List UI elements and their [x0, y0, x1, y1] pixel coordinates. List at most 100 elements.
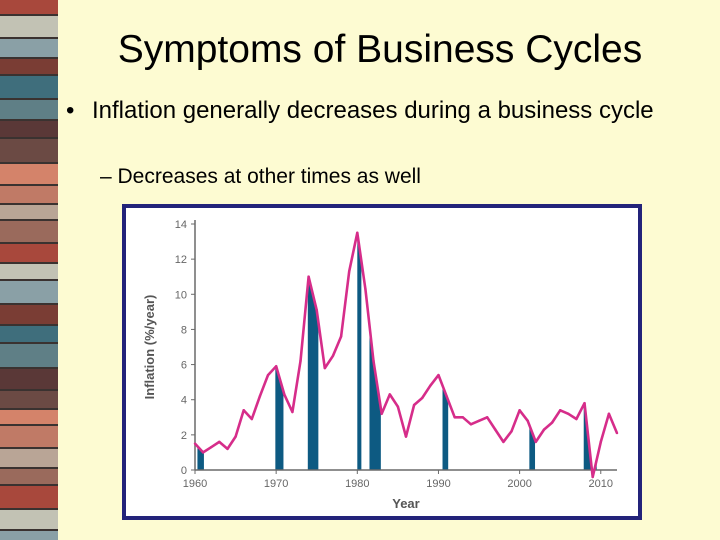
- y-tick-label: 14: [175, 219, 187, 231]
- brick: [0, 510, 58, 531]
- data-point: [234, 435, 237, 438]
- data-point: [615, 431, 619, 435]
- brick: [0, 16, 58, 39]
- data-point: [291, 410, 294, 414]
- data-point: [258, 395, 262, 398]
- data-point: [437, 373, 440, 377]
- brick: [0, 326, 58, 344]
- recession-area-3: [357, 232, 362, 470]
- data-point: [193, 442, 197, 445]
- brick: [0, 281, 58, 305]
- brick: [0, 205, 58, 221]
- brick: [0, 469, 58, 486]
- data-point: [356, 231, 359, 234]
- data-point: [396, 405, 400, 408]
- brick: [0, 369, 58, 391]
- bullet-text-1: Inflation generally decreases during a b…: [92, 97, 654, 124]
- data-point: [591, 475, 594, 479]
- data-point: [429, 384, 432, 387]
- data-point: [226, 447, 229, 451]
- data-point: [542, 428, 546, 431]
- data-point: [299, 359, 302, 363]
- data-point: [510, 430, 513, 433]
- data-point: [250, 417, 254, 421]
- data-point: [347, 270, 351, 273]
- data-point: [518, 409, 521, 412]
- brick: [0, 410, 58, 426]
- data-point: [283, 393, 286, 396]
- brick: [0, 164, 58, 186]
- data-point: [421, 396, 424, 400]
- data-point: [575, 417, 578, 421]
- y-tick-label: 8: [181, 324, 187, 336]
- brick: [0, 391, 58, 410]
- data-point: [607, 412, 611, 415]
- brick: [0, 0, 58, 16]
- brick: [0, 344, 58, 369]
- y-tick-label: 10: [175, 289, 187, 301]
- data-point: [315, 308, 318, 312]
- data-point: [494, 428, 497, 431]
- brick: [0, 449, 58, 469]
- x-tick-label: 2000: [507, 478, 531, 490]
- brick: [0, 139, 58, 164]
- slide-title: Symptoms of Business Cycles: [117, 28, 643, 71]
- inflation-series-line: [194, 231, 619, 479]
- data-point: [485, 416, 489, 419]
- recession-area-7: [583, 404, 597, 470]
- data-point: [201, 451, 205, 454]
- x-tick-label: 2010: [589, 478, 613, 490]
- recession-area-1: [275, 366, 284, 470]
- x-tick-label: 1990: [426, 478, 450, 490]
- brick: [0, 100, 58, 121]
- data-point: [331, 354, 335, 357]
- data-point: [339, 335, 343, 338]
- brick: [0, 121, 58, 139]
- data-point: [550, 421, 554, 424]
- data-point: [380, 412, 383, 415]
- inflation-chart: 0 2 4 6 8 10 12 14 1960 1970 1980 1990 2000 2010 Year I…: [142, 219, 619, 511]
- data-point: [502, 440, 505, 444]
- brick: [0, 76, 58, 100]
- data-point: [210, 445, 213, 449]
- data-point: [599, 440, 602, 444]
- data-point: [364, 287, 367, 291]
- x-axis-label: Year: [392, 496, 419, 511]
- chart-frame: 0 2 4 6 8 10 12 14 1960 1970 1980 1990 2000 2010 Year I…: [122, 204, 642, 520]
- data-point: [558, 409, 562, 412]
- brick: [0, 186, 58, 205]
- y-tick-label: 0: [181, 465, 187, 477]
- brick-wall-decoration: [0, 0, 58, 540]
- data-point: [242, 409, 245, 412]
- brick: [0, 531, 58, 540]
- data-point: [567, 412, 570, 415]
- y-tick-label: 6: [181, 360, 187, 372]
- brick: [0, 59, 58, 76]
- recession-area-2: [307, 277, 319, 470]
- sub-bullet-1: – Decreases at other times as well: [100, 165, 421, 188]
- data-point: [445, 395, 448, 398]
- brick: [0, 244, 58, 264]
- brick: [0, 426, 58, 449]
- recession-area-5: [442, 385, 449, 470]
- data-point: [526, 419, 529, 422]
- data-point: [323, 366, 327, 370]
- data-point: [266, 373, 270, 377]
- brick: [0, 39, 58, 59]
- brick: [0, 221, 58, 244]
- y-tick-label: 2: [181, 430, 187, 442]
- data-point: [412, 403, 416, 407]
- data-point: [218, 440, 221, 444]
- data-point: [534, 440, 538, 444]
- y-tick-label: 4: [181, 395, 187, 407]
- data-point: [583, 402, 586, 405]
- data-point: [477, 419, 481, 422]
- bullet-marker: •: [66, 97, 75, 124]
- data-point: [307, 275, 310, 278]
- data-point: [404, 435, 408, 438]
- y-tick-label: 12: [175, 254, 187, 266]
- data-point: [388, 393, 391, 396]
- brick: [0, 486, 58, 510]
- x-tick-label: 1980: [345, 478, 369, 490]
- x-tick-label: 1960: [183, 478, 207, 490]
